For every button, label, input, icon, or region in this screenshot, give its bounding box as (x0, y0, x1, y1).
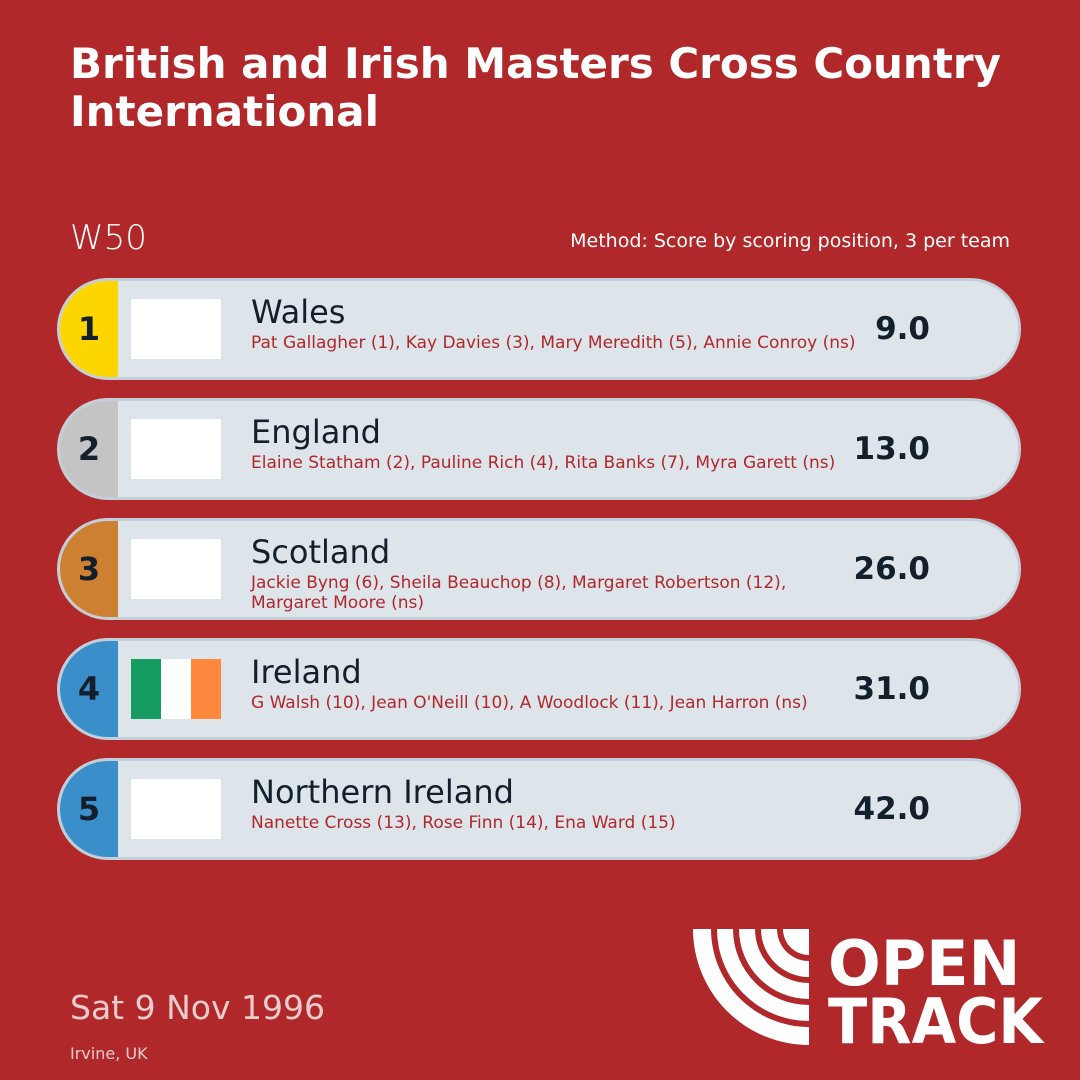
team-members: Pat Gallagher (1), Kay Davies (3), Mary … (251, 333, 856, 353)
team-members: G Walsh (10), Jean O'Neill (10), A Woodl… (251, 693, 808, 713)
svg-text:OPEN: OPEN (828, 927, 1020, 1000)
flag-icon (131, 659, 221, 719)
team-score: 26.0 (853, 551, 931, 587)
team-name: England (251, 413, 381, 451)
rank-badge: 4 (60, 641, 118, 737)
category-label: W50 (70, 218, 147, 258)
team-row: 5 Northern Ireland Nanette Cross (13), R… (57, 758, 1021, 860)
team-score: 31.0 (853, 671, 931, 707)
team-name: Wales (251, 293, 346, 331)
team-row: 2 England Elaine Statham (2), Pauline Ri… (57, 398, 1021, 500)
event-date: Sat 9 Nov 1996 (70, 988, 325, 1027)
team-members: Nanette Cross (13), Rose Finn (14), Ena … (251, 813, 676, 833)
team-row: 4 Ireland G Walsh (10), Jean O'Neill (10… (57, 638, 1021, 740)
flag-icon (131, 539, 221, 599)
team-score: 9.0 (875, 311, 930, 347)
opentrack-logo: OPEN TRACK (693, 927, 1045, 1050)
page-title: British and Irish Masters Cross Country … (70, 39, 1001, 136)
team-members: Jackie Byng (6), Sheila Beauchop (8), Ma… (251, 573, 787, 613)
rank-badge: 2 (60, 401, 118, 497)
method-label: Method: Score by scoring position, 3 per… (570, 230, 1010, 252)
team-row: 1 Wales Pat Gallagher (1), Kay Davies (3… (57, 278, 1021, 380)
flag-icon (131, 299, 221, 359)
rank-badge: 3 (60, 521, 118, 617)
flag-icon (131, 779, 221, 839)
team-name: Northern Ireland (251, 773, 514, 811)
team-row: 3 Scotland Jackie Byng (6), Sheila Beauc… (57, 518, 1021, 620)
rank-badge: 1 (60, 281, 118, 377)
svg-text:TRACK: TRACK (828, 985, 1045, 1050)
flag-icon (131, 419, 221, 479)
team-members: Elaine Statham (2), Pauline Rich (4), Ri… (251, 453, 836, 473)
event-location: Irvine, UK (70, 1044, 148, 1063)
team-score: 13.0 (853, 431, 931, 467)
team-name: Scotland (251, 533, 391, 571)
rank-badge: 5 (60, 761, 118, 857)
team-score: 42.0 (853, 791, 931, 827)
team-name: Ireland (251, 653, 362, 691)
